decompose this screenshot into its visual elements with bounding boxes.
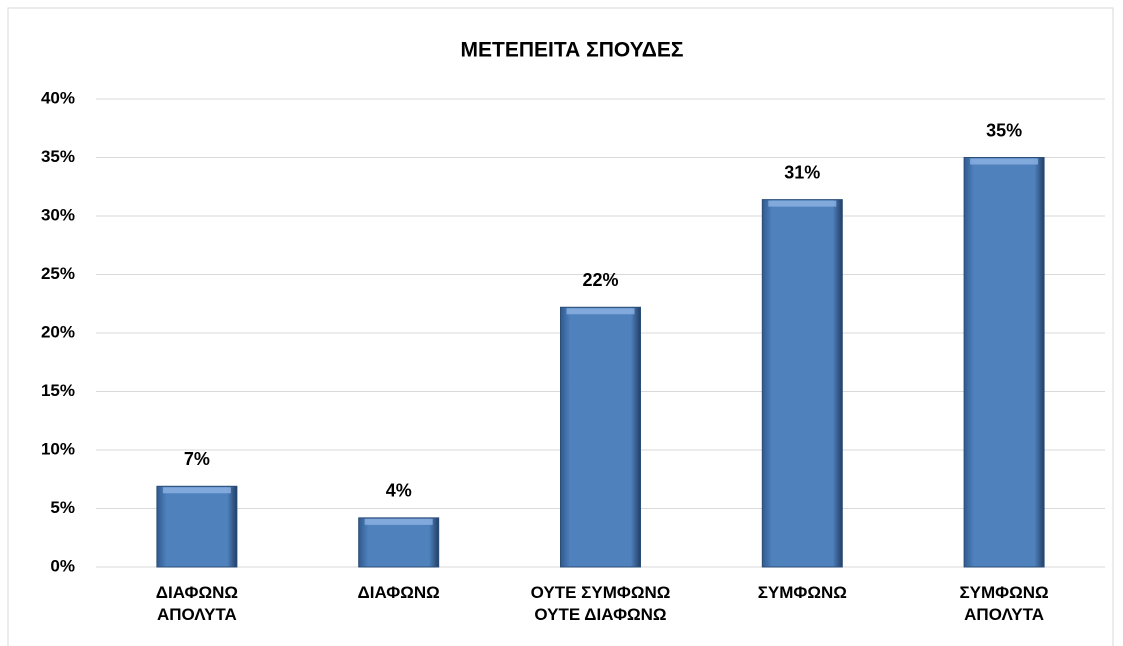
x-tick-label: ΣΥΜΦΩΝΩ ΑΠΟΛΥΤΑ bbox=[959, 583, 1049, 624]
bar-shade bbox=[560, 306, 641, 568]
data-label: 4% bbox=[386, 481, 412, 501]
x-tick-label: ΔΙΑΦΩΝΩ bbox=[357, 583, 440, 602]
y-tick-label: 25% bbox=[41, 264, 75, 283]
y-tick-label: 30% bbox=[41, 205, 75, 224]
bar-bevel bbox=[162, 487, 231, 494]
bar-bevel bbox=[364, 518, 433, 525]
y-tick-label: 15% bbox=[41, 381, 75, 400]
data-label: 31% bbox=[784, 162, 820, 182]
bar-shade bbox=[761, 199, 843, 568]
y-tick-label: 5% bbox=[50, 498, 75, 517]
data-label: 22% bbox=[582, 270, 618, 290]
bar-shade bbox=[156, 485, 238, 568]
y-tick-label: 0% bbox=[50, 556, 75, 575]
y-tick-label: 20% bbox=[41, 322, 75, 341]
y-tick-label: 10% bbox=[41, 439, 75, 458]
y-tick-label: 35% bbox=[41, 147, 75, 166]
x-tick-label: ΣΥΜΦΩΝΩ bbox=[757, 583, 847, 602]
bar-shade bbox=[963, 157, 1045, 568]
bar-bevel bbox=[566, 308, 635, 315]
chart-title: ΜΕΤΕΠΕΙΤΑ ΣΠΟΥΔΕΣ bbox=[461, 39, 684, 62]
x-tick-label: ΔΙΑΦΩΝΩ ΑΠΟΛΥΤΑ bbox=[155, 583, 239, 624]
data-label: 35% bbox=[986, 120, 1022, 140]
chart-border bbox=[7, 7, 1114, 646]
y-tick-label: 40% bbox=[41, 88, 75, 107]
bar-shade bbox=[358, 517, 440, 568]
bar-bevel bbox=[768, 200, 837, 207]
bar-bevel bbox=[970, 158, 1039, 165]
x-tick-label: ΟΥΤΕ ΣΥΜΦΩΝΩ ΟΥΤΕ ΔΙΑΦΩΝΩ bbox=[530, 583, 671, 624]
data-label: 7% bbox=[184, 449, 210, 469]
